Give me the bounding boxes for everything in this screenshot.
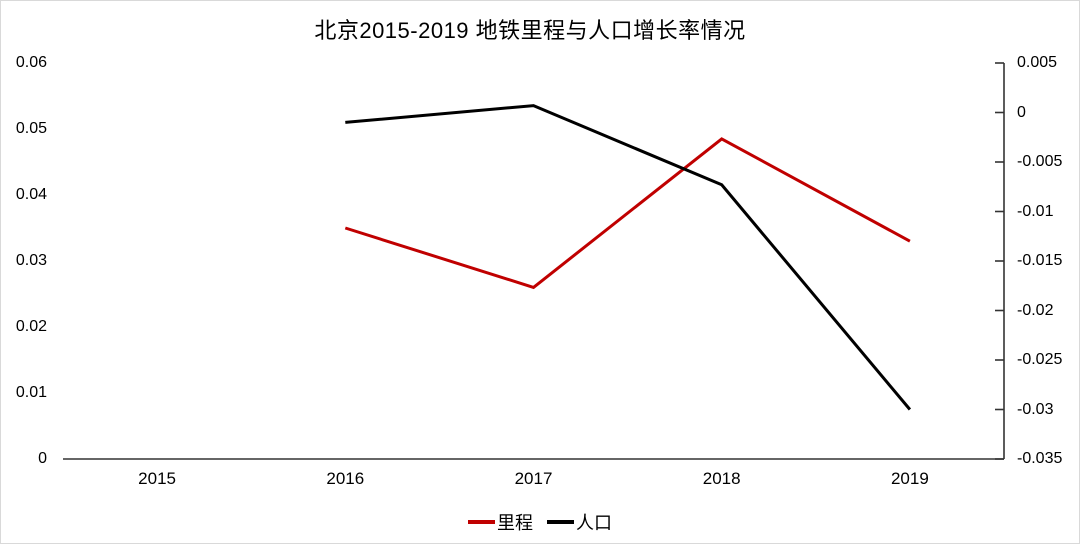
- left-axis-tick-label: 0.05: [15, 120, 47, 137]
- chart-legend: 里程 人口: [1, 509, 1079, 535]
- chart-title: 北京2015-2019 地铁里程与人口增长率情况: [314, 18, 746, 43]
- legend-item-mileage: 里程: [468, 509, 533, 535]
- mileage-series-line: [344, 137, 911, 290]
- right-axis-tick-label: -0.03: [1017, 400, 1054, 418]
- legend-label-population: 人口: [576, 513, 612, 533]
- mileage-legend-swatch-icon: [468, 520, 495, 524]
- left-axis-tick-label: 0.04: [15, 186, 47, 203]
- left-axis-tick-label: 0: [38, 450, 47, 467]
- right-axis-tick-label: -0.015: [1017, 252, 1063, 269]
- left-axis-tick-label: 0.03: [15, 252, 47, 269]
- left-axis-tick-label: 0.06: [15, 54, 47, 71]
- right-axis-tick-label: -0.01: [1017, 202, 1054, 220]
- x-axis-tick-label: 2019: [890, 469, 929, 488]
- legend-item-population: 人口: [547, 509, 612, 535]
- x-axis-tick-label: 2015: [138, 469, 176, 488]
- legend-label-mileage: 里程: [497, 513, 533, 533]
- x-axis-tick-label: 2017: [514, 469, 553, 488]
- left-axis-tick-label: 0.01: [15, 384, 47, 401]
- x-axis-tick-label: 2016: [326, 469, 365, 488]
- right-axis-tick-label: 0.005: [1017, 54, 1058, 71]
- right-axis-tick-label: 0: [1017, 103, 1026, 121]
- right-axis-tick-label: -0.035: [1017, 450, 1063, 467]
- x-axis-tick-label: 2018: [702, 469, 741, 488]
- left-axis-tick-label: 0.02: [15, 318, 47, 335]
- population-series-line: [345, 104, 912, 411]
- right-axis-tick-label: -0.025: [1017, 351, 1063, 368]
- right-axis-tick-label: -0.005: [1017, 153, 1063, 170]
- right-axis-tick-label: -0.02: [1017, 301, 1054, 319]
- population-legend-swatch-icon: [547, 520, 574, 524]
